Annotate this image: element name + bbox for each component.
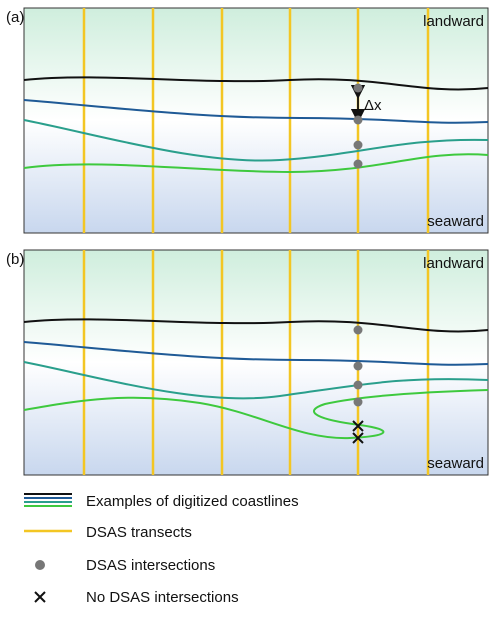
intersection (353, 83, 363, 93)
transects (82, 250, 430, 475)
annotation: Δx (364, 97, 382, 114)
panel-a: Δx (a) landward seaward (6, 7, 489, 234)
top-label: landward (423, 255, 484, 272)
intersection (353, 380, 363, 390)
panel-frame (23, 7, 489, 234)
legend-label: DSAS intersections (86, 557, 215, 574)
bottom-label: seaward (427, 455, 484, 472)
intersection (353, 140, 363, 150)
bottom-label: seaward (427, 213, 484, 230)
panel-frame (23, 249, 489, 476)
intersection (353, 115, 363, 125)
panel-b: (b) landward seaward (6, 249, 489, 476)
coastlines (23, 318, 489, 440)
top-label: landward (423, 13, 484, 30)
no-intersection (352, 420, 364, 444)
panel-label: (b) (6, 251, 24, 268)
legend-label: DSAS transects (86, 524, 192, 541)
coastlines (23, 76, 489, 174)
intersection (353, 159, 363, 169)
legend-label: No DSAS intersections (86, 589, 239, 606)
legend: Examples of digitized coastlines DSAS tr… (24, 493, 299, 606)
panel-label: (a) (6, 9, 24, 26)
intersection (353, 361, 363, 371)
legend-intersection-icon (35, 560, 45, 570)
intersection (353, 397, 363, 407)
legend-x-icon (34, 591, 46, 603)
legend-coastlines-icon (24, 493, 72, 507)
intersection (353, 325, 363, 335)
legend-label: Examples of digitized coastlines (86, 493, 299, 510)
